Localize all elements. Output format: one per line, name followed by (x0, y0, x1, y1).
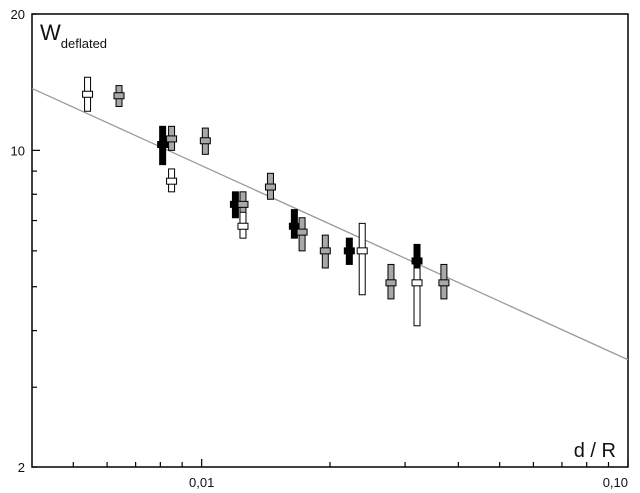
point-marker (113, 92, 125, 100)
point-marker (438, 279, 450, 287)
point-marker (411, 279, 423, 287)
data-point (296, 217, 308, 252)
y-axis-label: Wdeflated (40, 20, 107, 51)
axis-ticks (32, 13, 629, 468)
error-bar (358, 222, 366, 296)
point-marker (166, 135, 178, 143)
data-point (385, 263, 397, 300)
point-marker (199, 137, 211, 145)
data-point (356, 222, 368, 296)
point-marker (385, 279, 397, 287)
y-tick-label: 10 (11, 143, 25, 158)
data-point (343, 237, 355, 265)
data-point (264, 172, 276, 200)
tick-labels: 20 10 2 0,01 0,10 (11, 7, 628, 490)
point-marker (264, 183, 276, 191)
y-tick-label: 2 (18, 460, 25, 475)
plot-frame (31, 13, 629, 468)
data-point (438, 263, 450, 300)
point-marker (356, 247, 368, 255)
x-tick-label: 0,10 (603, 475, 628, 490)
point-marker (237, 200, 249, 208)
data-points (82, 76, 450, 327)
data-point (82, 76, 94, 112)
point-marker (296, 228, 308, 236)
point-marker (343, 247, 355, 255)
point-marker (288, 222, 300, 230)
y-axis-label-subscript: deflated (61, 36, 107, 51)
data-point (199, 127, 211, 155)
data-point (166, 125, 178, 151)
point-marker (319, 247, 331, 255)
fit-line (31, 87, 629, 361)
point-marker (157, 141, 169, 149)
point-marker (237, 222, 249, 230)
data-point (411, 267, 423, 327)
error-bar (413, 267, 421, 327)
data-point (157, 125, 169, 166)
point-marker (411, 257, 423, 265)
y-tick-label: 20 (11, 7, 25, 22)
point-marker (82, 90, 94, 98)
x-tick-label: 0,01 (189, 475, 214, 490)
data-point (166, 168, 178, 193)
x-axis-label: d / R (574, 440, 616, 462)
point-marker (166, 177, 178, 185)
data-point (237, 211, 249, 239)
data-point (319, 234, 331, 269)
data-point (113, 85, 125, 107)
y-axis-label-main: W (40, 20, 61, 45)
